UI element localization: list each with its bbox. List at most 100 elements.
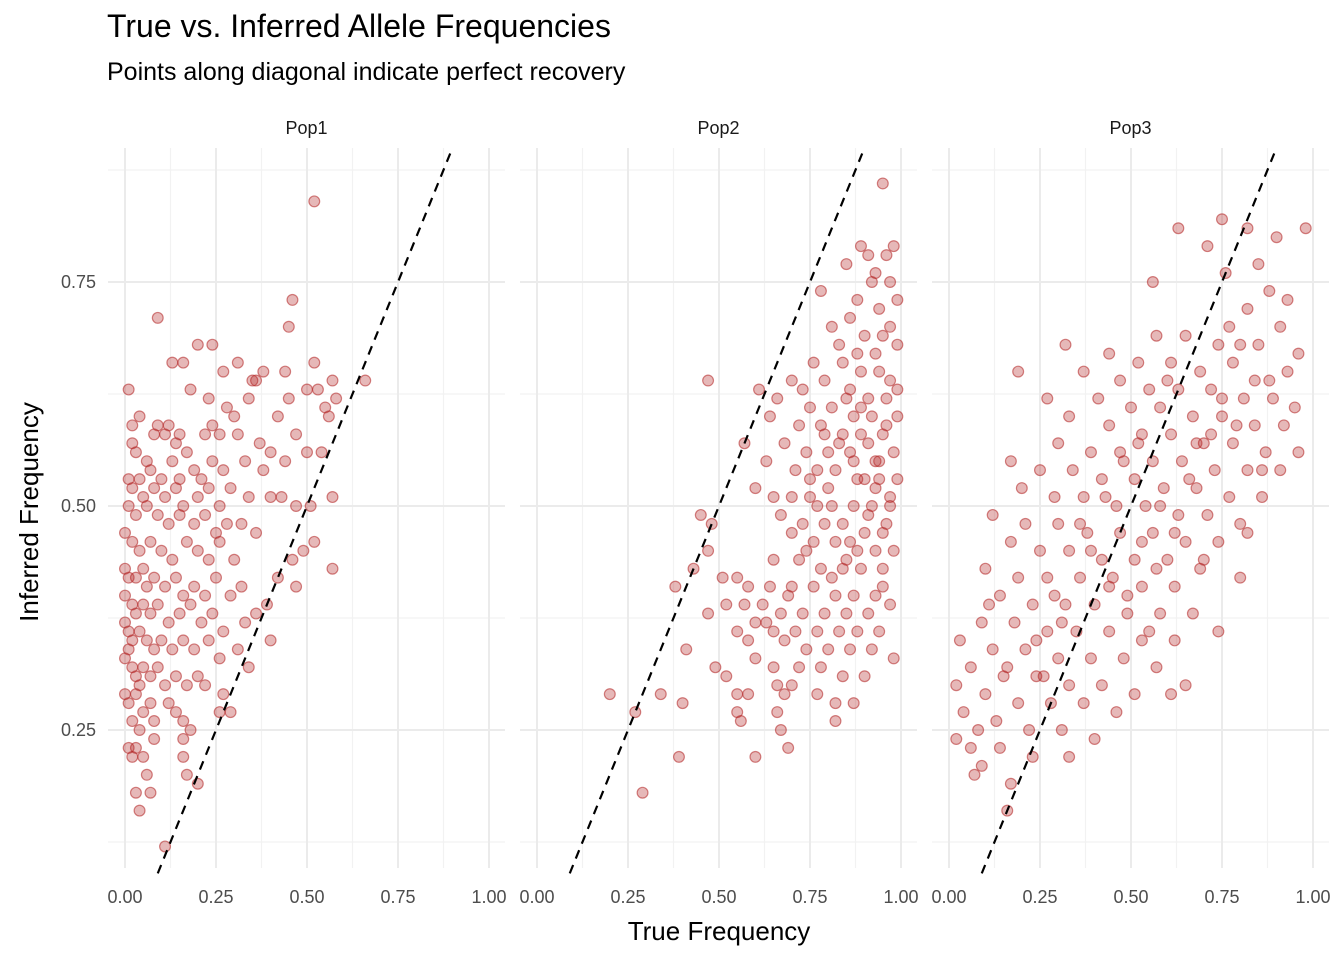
data-point (763, 410, 776, 423)
data-point (672, 750, 685, 763)
data-point (1139, 500, 1152, 513)
data-point (836, 517, 849, 530)
data-point (1179, 329, 1192, 342)
data-point (749, 652, 762, 665)
data-point (1110, 706, 1123, 719)
data-point (1135, 634, 1148, 647)
data-point (1041, 392, 1054, 405)
data-point (1059, 598, 1072, 611)
data-point (129, 786, 142, 799)
data-point (785, 526, 798, 539)
data-point (1117, 455, 1130, 468)
data-point (1019, 643, 1032, 656)
data-point (1121, 589, 1134, 602)
data-point (188, 517, 201, 530)
data-point (829, 697, 842, 710)
data-point (228, 553, 241, 566)
data-point (1150, 329, 1163, 342)
x-tick-label: 0.25 (198, 887, 233, 907)
data-point (1161, 553, 1174, 566)
data-point (854, 401, 867, 414)
data-point (803, 491, 816, 504)
data-point (1019, 517, 1032, 530)
data-point (825, 320, 838, 333)
data-point (1004, 777, 1017, 790)
data-point (847, 697, 860, 710)
data-point (1252, 338, 1265, 351)
data-point (1252, 258, 1265, 271)
data-point (862, 249, 875, 262)
data-point (1026, 750, 1039, 763)
data-point (731, 571, 744, 584)
data-point (785, 374, 798, 387)
data-point (1135, 580, 1148, 593)
data-point (1186, 410, 1199, 423)
data-point (847, 410, 860, 423)
data-point (133, 625, 146, 638)
data-point (742, 634, 755, 647)
data-point (760, 616, 773, 629)
data-point (1135, 535, 1148, 548)
data-point (177, 589, 190, 602)
data-point (1012, 697, 1025, 710)
x-tick-label: 0.75 (1204, 887, 1239, 907)
data-point (213, 652, 226, 665)
data-point (148, 732, 161, 745)
data-point (188, 643, 201, 656)
x-tick-label: 0.75 (792, 887, 827, 907)
data-point (844, 643, 857, 656)
data-point (126, 535, 139, 548)
data-point (162, 697, 175, 710)
panel-pop2: Pop2 0.00 0.25 0.50 0.75 1.00 (519, 118, 918, 907)
data-point (709, 661, 722, 674)
data-point (774, 508, 787, 521)
data-point (993, 589, 1006, 602)
data-point (738, 598, 751, 611)
data-point (865, 410, 878, 423)
data-point (184, 723, 197, 736)
data-point (789, 625, 802, 638)
data-point (880, 249, 893, 262)
data-point (862, 437, 875, 450)
data-point (137, 562, 150, 575)
data-point (734, 715, 747, 728)
data-point (148, 571, 161, 584)
data-point (151, 598, 164, 611)
data-point (126, 715, 139, 728)
data-point (311, 383, 324, 396)
data-point (884, 500, 897, 513)
data-point (250, 374, 263, 387)
data-point (742, 688, 755, 701)
data-point (1234, 517, 1247, 530)
panel-pop1: Pop1 0.00 0.25 0.50 0.75 1.00 (107, 118, 506, 907)
data-point (1288, 401, 1301, 414)
data-point (1128, 688, 1141, 701)
data-point (133, 723, 146, 736)
data-point (854, 240, 867, 253)
data-point (235, 517, 248, 530)
data-point (1212, 625, 1225, 638)
data-point (990, 715, 1003, 728)
data-point (129, 571, 142, 584)
data-point (833, 625, 846, 638)
data-point (1205, 383, 1218, 396)
data-point (891, 293, 904, 306)
data-point (869, 455, 882, 468)
data-point (1063, 544, 1076, 557)
data-point (231, 428, 244, 441)
data-point (257, 365, 270, 378)
data-point (231, 356, 244, 369)
data-point (720, 598, 733, 611)
data-point (228, 410, 241, 423)
data-point (1259, 446, 1272, 459)
data-point (264, 491, 277, 504)
data-point (144, 535, 157, 548)
data-point (742, 580, 755, 593)
data-point (1165, 688, 1178, 701)
data-point (118, 526, 131, 539)
data-point (887, 544, 900, 557)
data-point (177, 750, 190, 763)
data-point (851, 544, 864, 557)
data-point (887, 652, 900, 665)
